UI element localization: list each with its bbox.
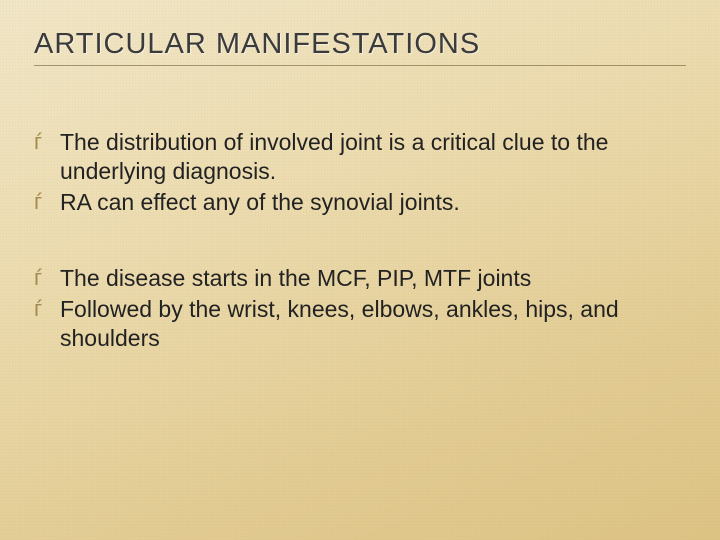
bullet-text: The disease starts in the MCF, PIP, MTF … <box>60 264 686 293</box>
list-item: ѓ The distribution of involved joint is … <box>34 128 686 186</box>
bullet-icon: ѓ <box>34 264 60 293</box>
bullet-text: RA can effect any of the synovial joints… <box>60 188 686 217</box>
bullet-text: The distribution of involved joint is a … <box>60 128 686 186</box>
bullet-text: Followed by the wrist, knees, elbows, an… <box>60 295 686 353</box>
list-item: ѓ Followed by the wrist, knees, elbows, … <box>34 295 686 353</box>
bullet-group: ѓ The distribution of involved joint is … <box>34 128 686 216</box>
bullet-icon: ѓ <box>34 295 60 324</box>
slide: ARTICULAR MANIFESTATIONS ѓ The distribut… <box>0 0 720 540</box>
slide-title: ARTICULAR MANIFESTATIONS <box>34 28 686 66</box>
bullet-group: ѓ The disease starts in the MCF, PIP, MT… <box>34 264 686 352</box>
list-item: ѓ RA can effect any of the synovial join… <box>34 188 686 217</box>
bullet-icon: ѓ <box>34 188 60 217</box>
list-item: ѓ The disease starts in the MCF, PIP, MT… <box>34 264 686 293</box>
bullet-icon: ѓ <box>34 128 60 157</box>
